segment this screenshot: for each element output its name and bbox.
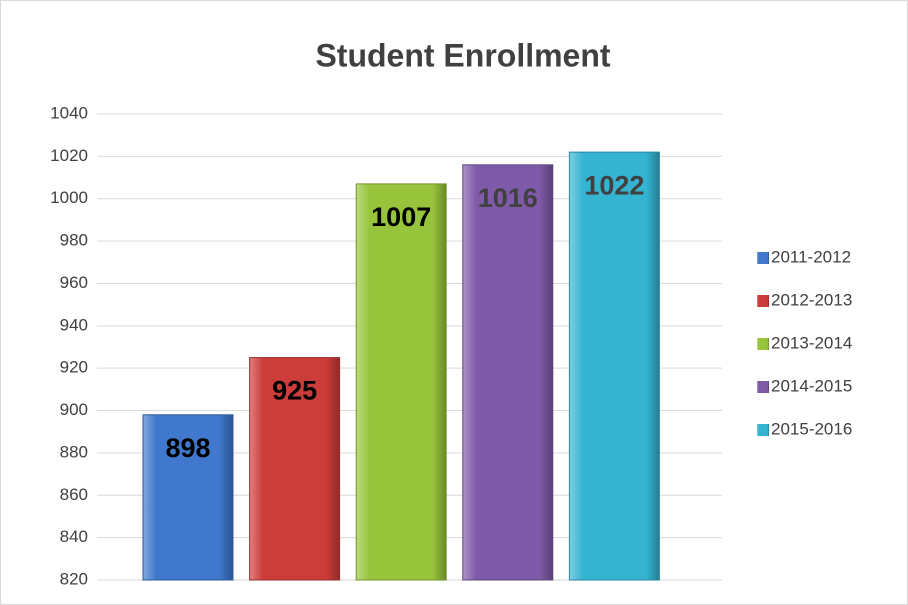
legend-label: 2013-2014 <box>771 333 852 352</box>
y-tick-label: 1000 <box>50 188 88 207</box>
value-label: 925 <box>272 376 317 406</box>
legend-label: 2012-2013 <box>771 290 852 309</box>
bar <box>355 183 447 581</box>
y-tick-label: 1040 <box>50 103 88 122</box>
value-label: 898 <box>165 433 210 463</box>
y-tick-label: 940 <box>60 315 88 334</box>
value-label: 1007 <box>371 202 431 232</box>
y-tick-label: 900 <box>60 400 88 419</box>
value-label: 1022 <box>584 170 644 200</box>
chart-title: Student Enrollment <box>315 37 610 73</box>
y-tick-label: 1020 <box>50 146 88 165</box>
bar <box>462 164 554 581</box>
legend-swatch <box>757 338 769 350</box>
legend-swatch <box>757 381 769 393</box>
legend-label: 2015-2016 <box>771 419 852 438</box>
y-tick-label: 820 <box>60 569 88 588</box>
y-tick-label: 860 <box>60 485 88 504</box>
y-tick-label: 920 <box>60 358 88 377</box>
legend-swatch <box>757 252 769 264</box>
y-tick-label: 960 <box>60 273 88 292</box>
y-tick-label: 980 <box>60 231 88 250</box>
legend-label: 2011-2012 <box>771 247 851 266</box>
legend-label: 2014-2015 <box>771 376 852 395</box>
y-tick-label: 880 <box>60 442 88 461</box>
y-tick-label: 840 <box>60 527 88 546</box>
bar <box>249 357 341 581</box>
value-label: 1016 <box>478 183 538 213</box>
bar <box>568 151 660 581</box>
bar <box>142 414 234 581</box>
legend-swatch <box>757 295 769 307</box>
legend-swatch <box>757 424 769 436</box>
